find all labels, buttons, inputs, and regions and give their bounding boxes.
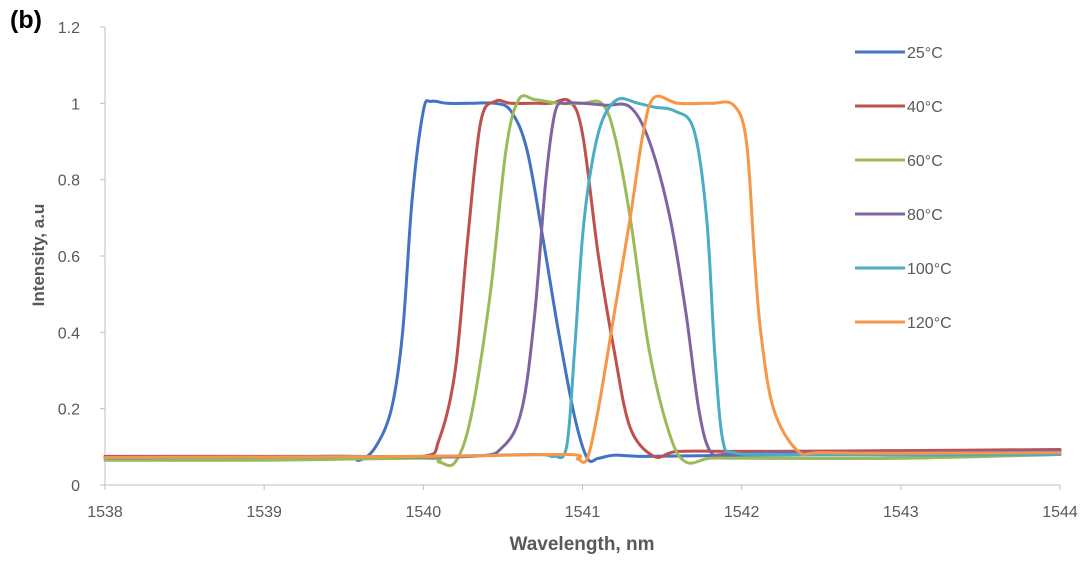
series-lines xyxy=(103,94,1062,468)
x-axis-title: Wavelength, nm xyxy=(510,534,655,555)
y-axis-title: Intensity, a.u xyxy=(29,204,48,307)
x-tick-label: 1542 xyxy=(724,504,760,521)
x-tick-label: 1544 xyxy=(1042,504,1078,521)
legend-label-120c: 120°C xyxy=(907,315,952,332)
y-tick-label: 1.2 xyxy=(58,20,80,37)
series-line-60c xyxy=(103,94,1062,468)
legend-label-60c: 60°C xyxy=(907,153,943,170)
legend-label-25c: 25°C xyxy=(907,45,943,62)
x-tick-label: 1543 xyxy=(883,504,919,521)
x-tick-label: 1540 xyxy=(406,504,442,521)
y-tick-label: 0 xyxy=(71,478,80,495)
panel-label: (b) xyxy=(10,6,42,34)
x-tick-label: 1539 xyxy=(246,504,282,521)
x-tick-label: 1538 xyxy=(87,504,123,521)
axes: 0 0.2 0.4 0.6 0.8 1 1.2 1538 1539 1540 1541 1542 154… xyxy=(58,20,1078,521)
series-line-100c xyxy=(103,97,1062,460)
y-tick-label: 0.4 xyxy=(58,325,80,342)
legend-label-40c: 40°C xyxy=(907,99,943,116)
legend: 25°C 40°C 60°C 80°C 100°C 120°C xyxy=(855,45,952,332)
y-tick-label: 0.2 xyxy=(58,402,80,419)
y-tick-label: 0.8 xyxy=(58,173,80,190)
y-tick-label: 1 xyxy=(71,96,80,113)
series-line-25c xyxy=(103,99,1062,463)
series-line-80c xyxy=(103,101,1062,459)
x-tick-label: 1541 xyxy=(565,504,601,521)
y-tick-label: 0.6 xyxy=(58,249,80,266)
legend-label-100c: 100°C xyxy=(907,261,952,278)
series-line-120c xyxy=(103,94,1062,464)
legend-label-80c: 80°C xyxy=(907,207,943,224)
